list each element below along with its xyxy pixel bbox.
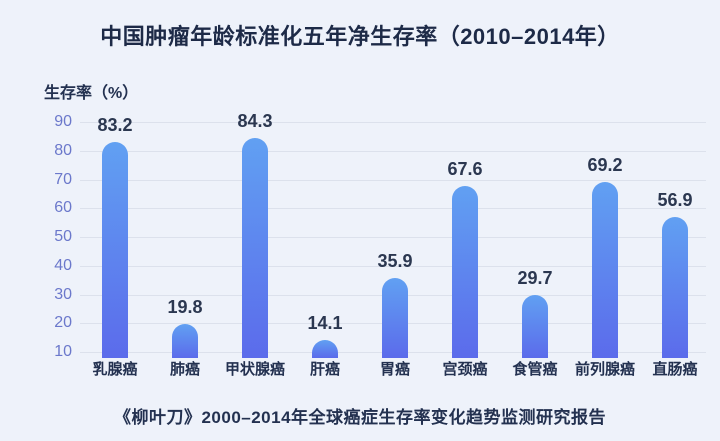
y-tick-label: 50 [54, 228, 72, 245]
bar [592, 181, 618, 358]
source-caption: 《柳叶刀》2000–2014年全球癌症生存率变化趋势监测研究报告 [113, 408, 607, 427]
bar [242, 138, 268, 358]
bar-value-label: 83.2 [97, 114, 133, 135]
gridline [80, 150, 706, 152]
bar [452, 186, 478, 358]
x-category-label: 肝癌 [309, 361, 340, 378]
bar-value-label: 56.9 [657, 190, 693, 211]
bar [382, 277, 408, 358]
bar-value-label: 69.2 [587, 154, 623, 175]
bar [522, 295, 548, 358]
x-category-label: 肺癌 [169, 361, 200, 378]
bar [172, 323, 198, 358]
bar-value-label: 29.7 [517, 268, 553, 289]
x-category-label: 食管癌 [512, 361, 558, 378]
bar-value-label: 35.9 [377, 250, 413, 271]
chart-title: 中国肿瘤年龄标准化五年净生存率（2010–2014年） [100, 24, 620, 49]
y-axis-title: 生存率（%） [44, 85, 139, 102]
bar-value-label: 67.6 [447, 159, 483, 180]
bar-value-label: 14.1 [307, 313, 343, 334]
gridline [80, 237, 706, 238]
bar-value-label: 19.8 [167, 296, 203, 317]
bar [102, 141, 128, 358]
x-category-label: 直肠癌 [652, 361, 698, 378]
y-tick-label: 70 [54, 170, 72, 188]
gridline [80, 122, 706, 123]
x-category-label: 前列腺癌 [574, 361, 635, 378]
y-tick-label: 40 [54, 256, 72, 274]
y-tick-label: 80 [54, 141, 72, 159]
gridline [80, 179, 706, 181]
x-category-label: 宫颈癌 [442, 361, 488, 378]
x-category-label: 乳腺癌 [92, 361, 138, 378]
bar-value-label: 84.3 [237, 111, 273, 132]
y-tick-label: 20 [54, 314, 72, 332]
bar [312, 340, 338, 358]
y-tick-label: 30 [54, 285, 72, 303]
gridline [80, 265, 706, 267]
y-tick-label: 10 [54, 343, 72, 360]
gridline [80, 208, 706, 210]
y-tick-label: 90 [54, 113, 72, 130]
x-category-label: 胃癌 [379, 361, 410, 378]
x-category-label: 甲状腺癌 [224, 361, 285, 378]
bar [662, 217, 688, 358]
y-tick-label: 60 [54, 199, 72, 217]
